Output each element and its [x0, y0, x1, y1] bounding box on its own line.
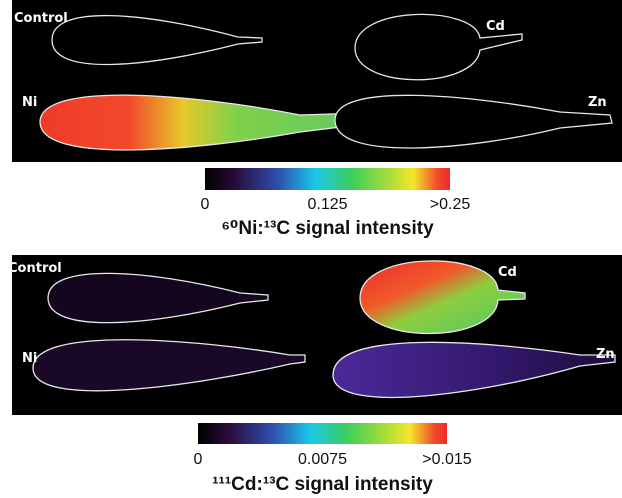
leaf-label: Ni [22, 95, 37, 110]
colorbar-title: ⁶⁰Ni:¹³C signal intensity [221, 218, 434, 239]
leaf [47, 272, 269, 324]
leaf-label: Control [14, 11, 68, 26]
colorbar-tick-label: 0 [201, 196, 210, 213]
colorbar-tick-label: 0 [194, 451, 203, 468]
colorbar-title: ¹¹¹Cd:¹³C signal intensity [212, 474, 433, 495]
leaf-label: Zn [596, 347, 615, 362]
colorbar [198, 423, 447, 444]
colorbar-tick-label: 0.0075 [298, 451, 347, 468]
leaf-heatmap [359, 260, 526, 335]
leaf [32, 339, 306, 392]
colorbar-tick-label: >0.25 [430, 196, 471, 213]
colorbar-tick-label: >0.015 [422, 451, 471, 468]
leaf [332, 341, 616, 399]
leaf [334, 94, 613, 149]
leaf-label: Control [8, 261, 62, 276]
panel: Control Cd Ni Zn [8, 255, 622, 415]
colorbar-tick-label: 0.125 [307, 196, 347, 213]
leaf [354, 13, 523, 81]
panel: Control Cd Ni Zn [12, 0, 622, 162]
leaf-label: Zn [588, 95, 607, 110]
leaf-label: Ni [22, 351, 37, 366]
leaf-label: Cd [498, 265, 517, 280]
leaf [51, 14, 263, 66]
leaf-label: Cd [486, 19, 505, 34]
colorbar [205, 168, 450, 190]
